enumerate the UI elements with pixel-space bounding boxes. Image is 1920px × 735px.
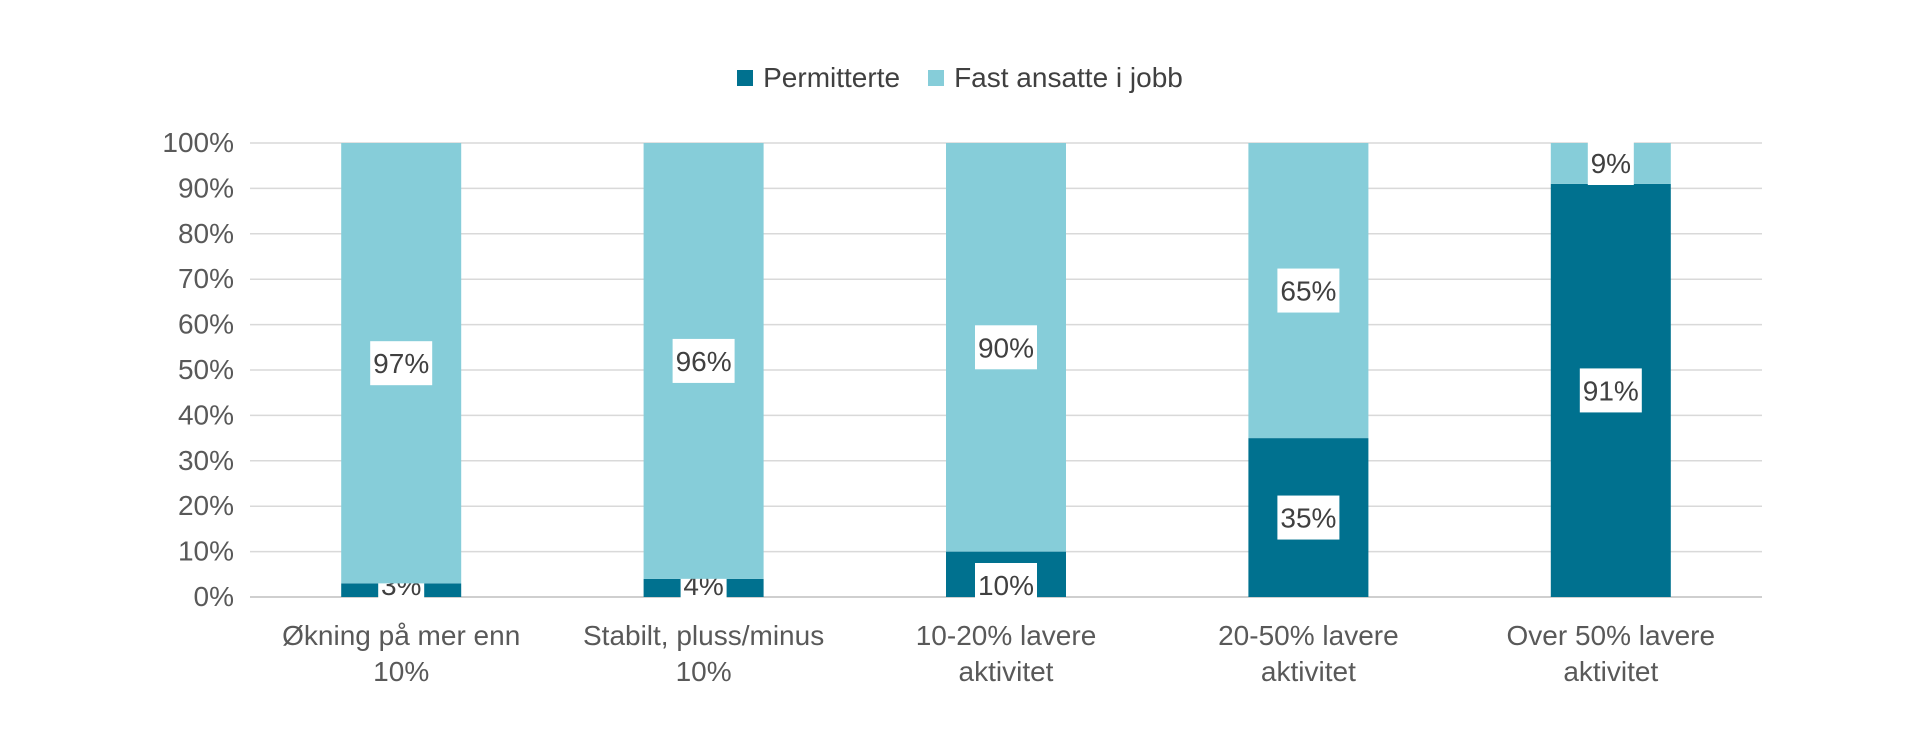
x-tick-label: aktivitet — [1563, 656, 1658, 687]
x-tick-label: 20-50% lavere — [1218, 620, 1399, 651]
x-tick-label: Stabilt, pluss/minus — [583, 620, 824, 651]
y-tick-label: 10% — [178, 536, 234, 567]
x-tick-label: Over 50% lavere — [1507, 620, 1716, 651]
data-label-bg — [672, 338, 735, 383]
x-tick-label: Økning på mer enn — [282, 620, 520, 651]
y-tick-label: 90% — [178, 172, 234, 203]
data-label-bg — [1587, 141, 1634, 185]
data-label: 97% — [373, 348, 429, 379]
y-tick-label: 0% — [194, 581, 234, 612]
data-label: 10% — [978, 570, 1034, 601]
legend-label-fast-ansatte: Fast ansatte i jobb — [954, 62, 1183, 93]
legend-item-permitterte: Permitterte — [737, 62, 900, 94]
legend-item-fast-ansatte: Fast ansatte i jobb — [928, 62, 1183, 94]
x-tick-label: 10% — [676, 656, 732, 687]
data-label: 9% — [1591, 148, 1631, 179]
x-tick-label: aktivitet — [959, 656, 1054, 687]
y-tick-label: 30% — [178, 445, 234, 476]
y-tick-label: 100% — [162, 127, 234, 158]
data-label-bg — [1579, 368, 1642, 413]
data-label-bg — [1277, 495, 1340, 540]
y-tick-label: 50% — [178, 354, 234, 385]
data-label: 96% — [676, 346, 732, 377]
y-tick-label: 80% — [178, 218, 234, 249]
legend-label-permitterte: Permitterte — [763, 62, 901, 93]
data-label: 90% — [978, 332, 1034, 363]
data-label-bg — [1277, 268, 1340, 313]
data-label-bg — [370, 341, 433, 386]
y-tick-label: 40% — [178, 399, 234, 430]
legend: Permitterte Fast ansatte i jobb — [0, 62, 1920, 94]
data-label-bg — [975, 563, 1037, 607]
y-tick-label: 20% — [178, 490, 234, 521]
data-label: 91% — [1583, 375, 1639, 406]
y-tick-label: 70% — [178, 263, 234, 294]
data-label-bg — [975, 325, 1037, 370]
data-label: 65% — [1280, 276, 1336, 307]
legend-swatch-permitterte — [737, 70, 754, 86]
x-tick-label: 10% — [373, 656, 429, 687]
x-tick-label: 10-20% lavere — [916, 620, 1097, 651]
legend-swatch-fast-ansatte — [928, 70, 945, 86]
y-tick-label: 60% — [178, 309, 234, 340]
x-tick-label: aktivitet — [1261, 656, 1356, 687]
data-label: 35% — [1280, 503, 1336, 534]
